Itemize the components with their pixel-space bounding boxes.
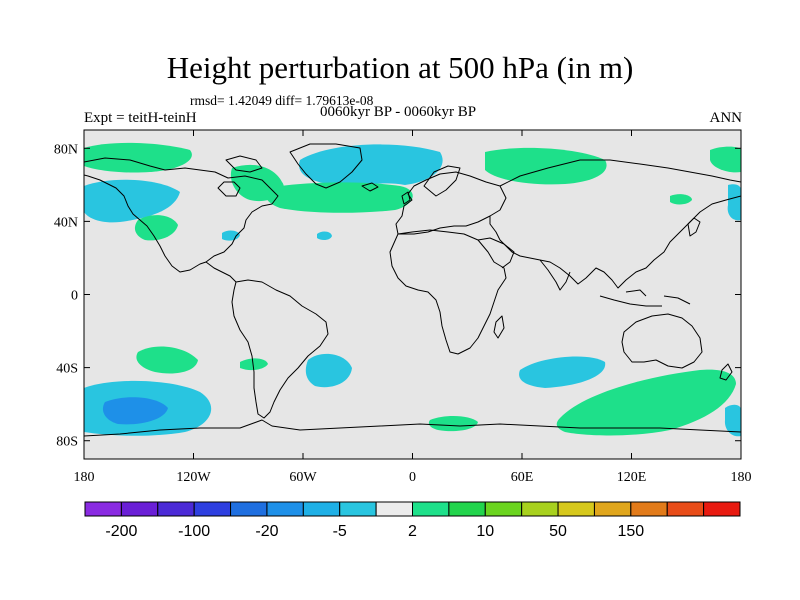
x-tick-label: 180 <box>74 470 95 485</box>
anomaly-positive <box>240 358 268 371</box>
y-tick-label: 0 <box>71 289 78 304</box>
coastline-india <box>539 259 571 291</box>
coastline-australia <box>621 313 703 369</box>
colorbar-swatch <box>266 501 304 517</box>
coastline-iceland <box>361 182 379 192</box>
anomaly-positive <box>485 147 607 185</box>
colorbar: -200 -100 -20 -5 2 10 50 150 <box>84 501 741 540</box>
coastline-british-isles <box>401 191 411 205</box>
colorbar-label: -200 <box>105 523 137 540</box>
coastline-central-america <box>205 261 237 283</box>
anomaly-negative <box>317 231 332 241</box>
x-tick-label: 120E <box>617 470 647 485</box>
colorbar-label: 10 <box>476 523 494 540</box>
colorbar-label: -20 <box>255 523 278 540</box>
y-tick-label: 80N <box>54 142 78 157</box>
colorbar-swatch <box>630 501 668 517</box>
anomaly-negative <box>84 179 180 223</box>
colorbar-swatch <box>703 501 741 517</box>
colorbar-swatch <box>157 501 195 517</box>
colorbar-swatch <box>666 501 705 517</box>
anomaly-negative <box>102 397 168 425</box>
coastline-greenland <box>289 143 363 189</box>
coastline-south-america <box>231 279 329 419</box>
colorbar-swatch <box>120 501 159 517</box>
coastline-europe <box>395 171 507 235</box>
x-tick-label: 60W <box>289 470 317 485</box>
anomaly-positive <box>265 182 413 213</box>
anomaly-positive <box>556 369 736 436</box>
colorbar-label: 2 <box>408 523 417 540</box>
colorbar-label: -5 <box>333 523 347 540</box>
colorbar-swatch <box>557 501 595 517</box>
anomaly-positive <box>136 346 198 374</box>
anomaly-fields <box>84 142 741 437</box>
y-tick-label: 80S <box>56 435 78 450</box>
anomaly-negative <box>724 404 741 437</box>
y-tick-label: 40S <box>56 362 78 377</box>
colorbar-swatch <box>448 501 486 517</box>
colorbar-swatch <box>302 501 341 517</box>
coastlines <box>84 143 741 437</box>
coastline-madagascar <box>493 315 505 339</box>
x-axis: 180 120W 60W 0 60E 120E 180 <box>74 130 752 485</box>
coastline-japan <box>687 217 701 237</box>
colorbar-swatch <box>193 501 232 517</box>
coastline-arabia <box>477 237 515 269</box>
colorbar-swatch <box>593 501 632 517</box>
anomaly-negative <box>305 353 352 388</box>
colorbar-swatch <box>84 501 122 517</box>
coastline-north-america <box>84 157 279 273</box>
coastline-hudson-bay <box>217 181 241 197</box>
coastline-asia <box>489 159 741 289</box>
colorbar-swatch <box>484 501 523 517</box>
y-axis: 80N 40N 0 40S 80S <box>54 142 741 450</box>
coastline-antarctica <box>84 419 741 437</box>
period-label: 0060kyr BP - 0060kyr BP <box>320 104 477 120</box>
page-title: Height perturbation at 500 hPa (in m) <box>166 50 634 85</box>
x-tick-label: 60E <box>511 470 534 485</box>
stats-label: rmsd= 1.42049 diff= 1.79613e-08 <box>190 93 374 108</box>
x-tick-label: 120W <box>176 470 211 485</box>
coastline-arctic-islands <box>225 155 263 173</box>
anomaly-positive <box>134 215 178 241</box>
coastline-indonesia <box>599 289 691 307</box>
season-label: ANN <box>709 110 743 126</box>
y-tick-label: 40N <box>54 215 78 230</box>
colorbar-swatch <box>339 501 377 517</box>
coastline-africa <box>389 229 507 355</box>
anomaly-positive <box>428 416 478 432</box>
anomaly-negative <box>299 144 443 186</box>
x-tick-label: 180 <box>731 470 752 485</box>
colorbar-swatch <box>412 501 450 517</box>
anomaly-positive <box>710 146 741 173</box>
anomaly-negative <box>519 356 606 388</box>
anomaly-positive <box>84 142 192 173</box>
anomaly-positive <box>670 194 692 205</box>
colorbar-label: 150 <box>617 523 644 540</box>
colorbar-label: 50 <box>549 523 567 540</box>
colorbar-swatch <box>521 501 559 517</box>
experiment-label: Expt = teitH-teinH <box>84 110 197 126</box>
x-tick-label: 0 <box>409 470 416 485</box>
coastline-new-zealand <box>719 363 733 381</box>
colorbar-label: -100 <box>178 523 210 540</box>
anomaly-negative <box>727 184 741 221</box>
colorbar-swatch <box>230 501 268 517</box>
colorbar-swatch <box>375 501 414 517</box>
coastline-scandinavia <box>423 165 461 197</box>
